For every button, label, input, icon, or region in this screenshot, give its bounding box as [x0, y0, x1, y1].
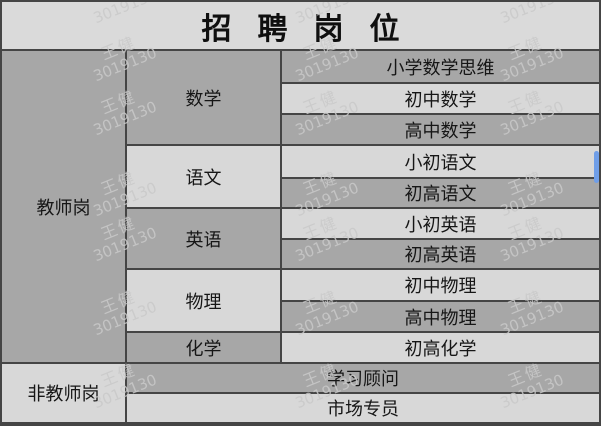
scrollbar-thumb[interactable]: [594, 151, 599, 183]
page-title: 招聘岗位: [2, 2, 599, 51]
cell-position-junior-math: 初中数学: [282, 84, 599, 113]
cell-category-chinese: 语文: [127, 146, 280, 207]
cell-category-math: 数学: [127, 51, 280, 144]
cell-position-junior-senior-chinese: 初高语文: [282, 179, 599, 207]
cell-position-elem-junior-chinese: 小初语文: [282, 146, 599, 177]
cell-group-non-teacher: 非教师岗: [2, 364, 125, 422]
cell-group-teacher: 教师岗: [2, 51, 125, 362]
cell-position-junior-senior-chemistry: 初高化学: [282, 333, 599, 362]
cell-position-junior-senior-english: 初高英语: [282, 240, 599, 268]
cell-position-senior-physics: 高中物理: [282, 302, 599, 331]
cell-position-learning-consultant: 学习顾问: [127, 364, 599, 392]
cell-position-elem-junior-english: 小初英语: [282, 209, 599, 238]
cell-position-junior-physics: 初中物理: [282, 270, 599, 300]
cell-category-english: 英语: [127, 209, 280, 268]
cell-category-physics: 物理: [127, 270, 280, 331]
cell-position-elementary-math-thinking: 小学数学思维: [282, 51, 599, 82]
positions-grid: 教师岗 非教师岗 数学 语文 英语 物理 化学 小学数学思维 初中数学 高中数学…: [2, 51, 599, 422]
cell-category-chemistry: 化学: [127, 333, 280, 362]
cell-position-marketing-specialist: 市场专员: [127, 394, 599, 422]
cell-position-senior-math: 高中数学: [282, 115, 599, 144]
